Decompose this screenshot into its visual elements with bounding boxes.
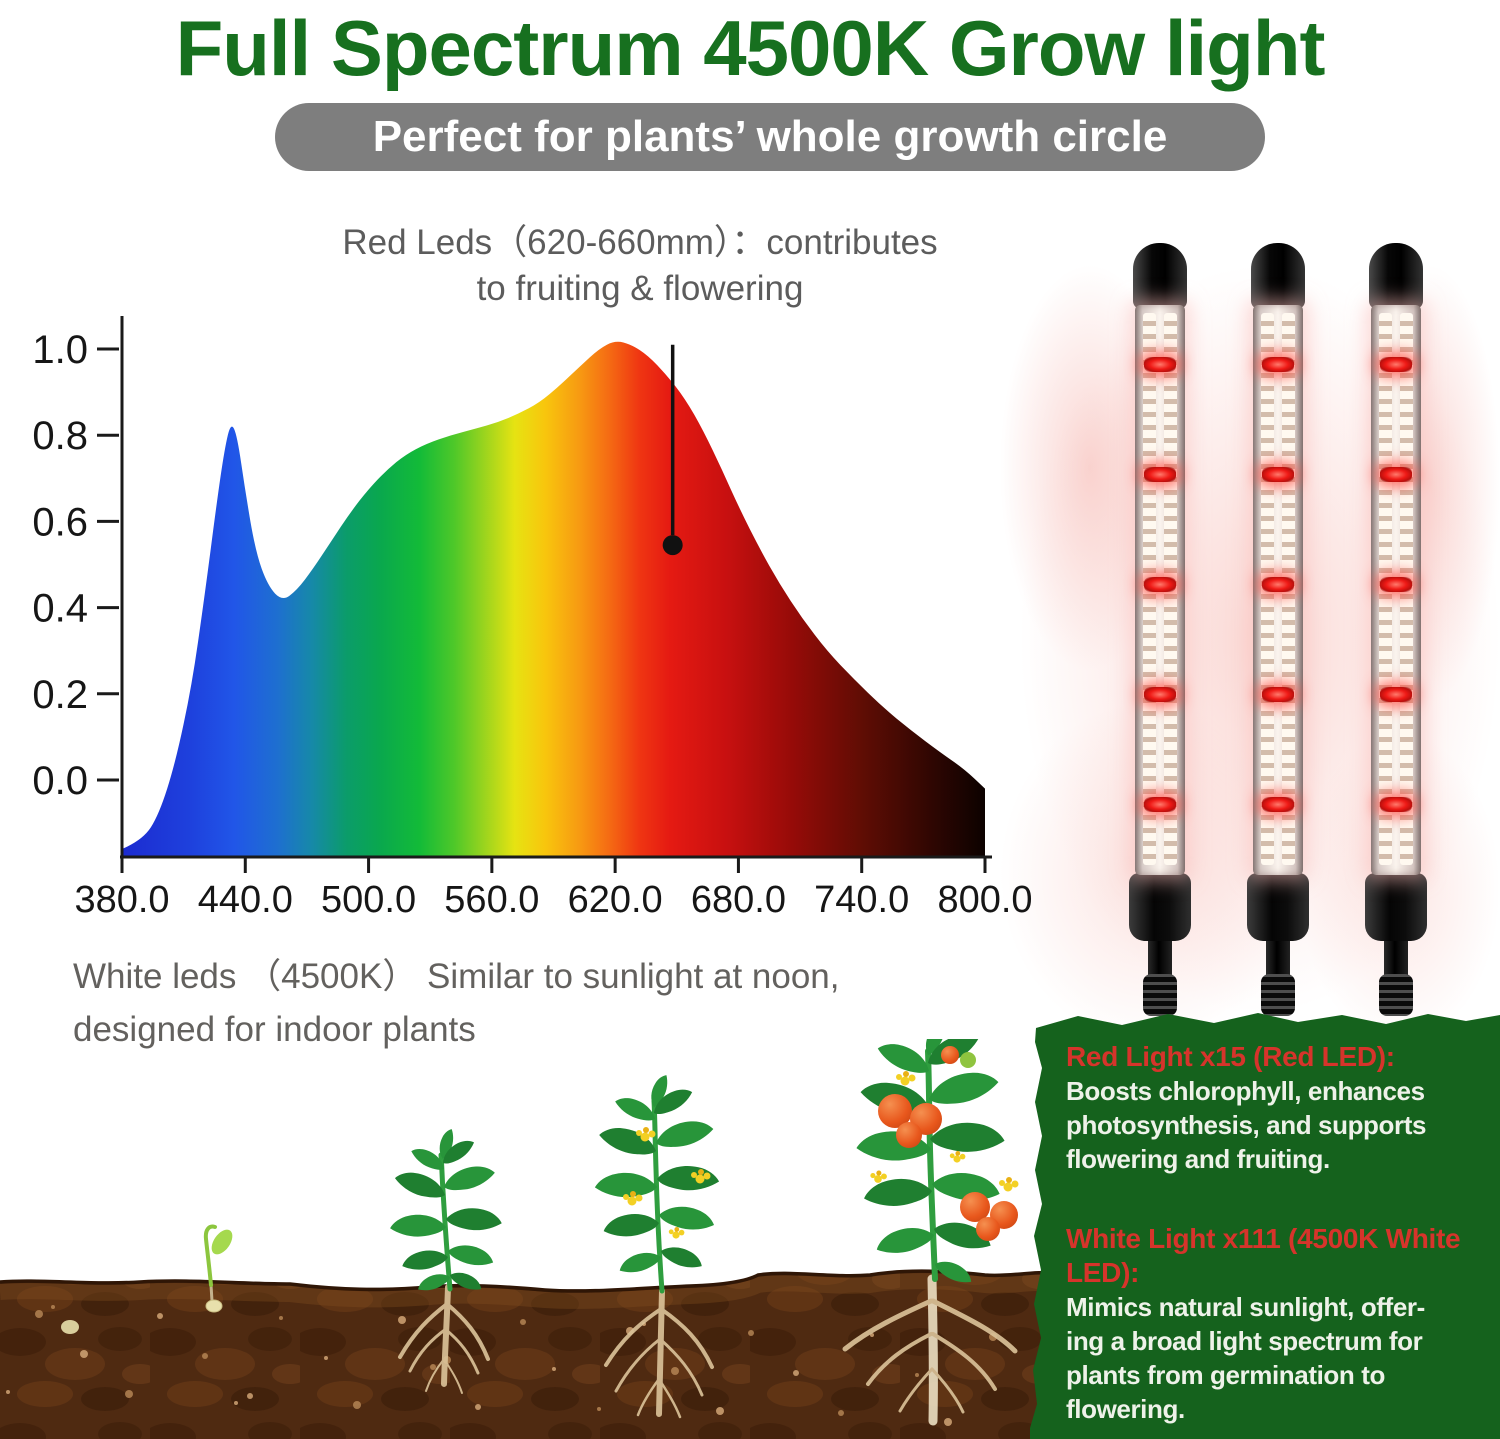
root-systems: [209, 1274, 1018, 1426]
spectrum-chart: 1.0 0.8 0.6 0.4 0.2 0.0 380.0 440.0 500.0 560.0 6…: [32, 316, 1033, 921]
x-tick-label: 800.0: [937, 879, 1032, 921]
plant-stage-3-flowering-plant: [594, 1072, 721, 1294]
seed: [61, 1320, 79, 1334]
tomato: [878, 1094, 912, 1128]
tomato: [941, 1046, 959, 1064]
tube-socket: [1129, 873, 1191, 941]
grow-light-tube-1: [1129, 243, 1191, 1016]
tomato: [896, 1122, 922, 1148]
white-light-heading: White Light x111 (4500K White LED):: [1066, 1223, 1461, 1288]
gooseneck-spring: [1379, 974, 1413, 1016]
led-info-box: Red Light x15 (Red LED): Boosts chloroph…: [1030, 1013, 1500, 1439]
x-tick-label: 680.0: [691, 879, 786, 921]
tube-socket: [1365, 873, 1427, 941]
x-tick-label: 500.0: [321, 879, 416, 921]
subtitle-text: Perfect for plants’ whole growth circle: [372, 112, 1168, 161]
spectrum-curve: [122, 341, 985, 858]
red-led: [1262, 687, 1294, 702]
tube-glass: [1253, 305, 1303, 875]
grow-light-tube-3: [1365, 243, 1427, 1016]
tube-socket: [1247, 873, 1309, 941]
red-led: [1144, 797, 1176, 812]
x-tick-label: 740.0: [814, 879, 909, 921]
y-tick-label: 0.6: [32, 500, 88, 544]
white-light-body: Mimics natural sunlight, offer- ing a br…: [1066, 1292, 1425, 1424]
red-light-body: Boosts chlorophyll, enhances photosynthe…: [1066, 1076, 1427, 1174]
tube-stem: [1384, 941, 1408, 975]
red-led: [1380, 357, 1412, 372]
red-led: [1144, 357, 1176, 372]
info-section-white-light: White Light x111 (4500K White LED): Mimi…: [1066, 1222, 1488, 1426]
red-led: [1144, 687, 1176, 702]
plant-stage-1-seedling: [203, 1224, 233, 1287]
tube-stem: [1266, 941, 1290, 975]
red-led: [1380, 687, 1412, 702]
info-section-red-light: Red Light x15 (Red LED): Boosts chloroph…: [1066, 1040, 1488, 1176]
red-led: [1144, 467, 1176, 482]
tube-glass: [1371, 305, 1421, 875]
tomato: [976, 1217, 1000, 1241]
red-led: [1144, 577, 1176, 592]
tube-end-cap: [1133, 243, 1187, 309]
gooseneck-spring: [1143, 974, 1177, 1016]
y-tick-label: 0.4: [32, 587, 88, 631]
grow-light-tube-2: [1247, 243, 1309, 1016]
plant-stage-4-fruiting-plant: [855, 1039, 1019, 1289]
red-light-heading: Red Light x15 (Red LED):: [1066, 1041, 1395, 1072]
tube-end-cap: [1251, 243, 1305, 309]
red-led: [1262, 357, 1294, 372]
red-leds-annotation: Red Leds（620-660mm）：contributes to fruit…: [342, 223, 938, 308]
x-tick-label: 440.0: [198, 879, 293, 921]
red-led: [1262, 467, 1294, 482]
green-tomato: [960, 1052, 976, 1068]
red-led: [1380, 797, 1412, 812]
tube-glass: [1135, 305, 1185, 875]
page-title: Full Spectrum 4500K Grow light: [175, 4, 1326, 92]
red-led-annotation-dot: [662, 535, 683, 556]
x-tick-label: 560.0: [444, 879, 539, 921]
x-tick-label: 380.0: [74, 879, 169, 921]
red-led: [1262, 577, 1294, 592]
tomato: [960, 1192, 990, 1222]
y-axis-ticks: 1.0 0.8 0.6 0.4 0.2 0.0: [32, 328, 119, 803]
x-tick-label: 620.0: [568, 879, 663, 921]
red-led: [1380, 577, 1412, 592]
y-tick-label: 0.8: [32, 414, 88, 458]
y-tick-label: 0.2: [32, 673, 88, 717]
white-leds-annotation: White leds （4500K） Similar to sunlight a…: [73, 957, 840, 1049]
red-led: [1380, 467, 1412, 482]
x-axis-ticks: 380.0 440.0 500.0 560.0 620.0 680.0 740.0 800.0: [74, 857, 1033, 921]
tube-stem: [1148, 941, 1172, 975]
tube-end-cap: [1369, 243, 1423, 309]
subtitle-pill: Perfect for plants’ whole growth circle: [275, 103, 1265, 171]
seed: [205, 1299, 223, 1313]
y-tick-label: 0.0: [32, 759, 88, 803]
gooseneck-spring: [1261, 974, 1295, 1016]
y-tick-label: 1.0: [32, 328, 88, 372]
plant-stage-2-young-plant: [389, 1127, 504, 1296]
red-led: [1262, 797, 1294, 812]
